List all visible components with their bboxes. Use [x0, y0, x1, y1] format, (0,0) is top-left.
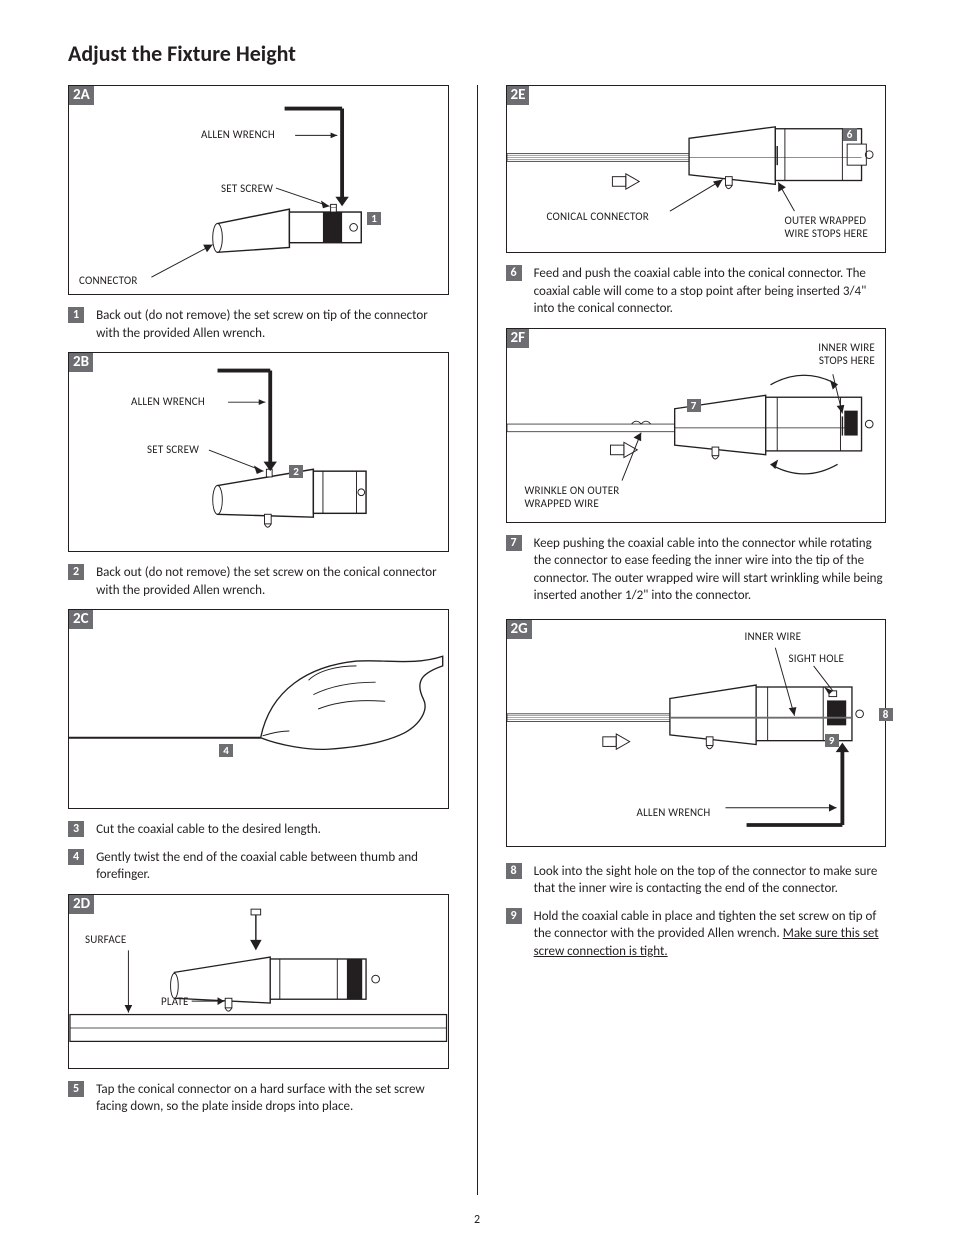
step-number: 7: [506, 535, 522, 551]
figure-tag: 2D: [69, 895, 94, 914]
step-number: 8: [506, 863, 522, 879]
label-allen-wrench: ALLEN WRENCH: [131, 395, 205, 408]
step-text: Look into the sight hole on the top of t…: [534, 863, 886, 898]
right-column: 2E: [506, 85, 887, 1195]
step-number: 4: [68, 849, 84, 865]
label-allen-wrench: ALLEN WRENCH: [201, 128, 275, 141]
step-text: Tap the conical connector on a hard surf…: [96, 1081, 448, 1116]
label-sight-hole: SIGHT HOLE: [789, 652, 845, 665]
figure-2a: 2A: [68, 85, 449, 295]
figure-2c: 2C 4: [68, 609, 449, 809]
figure-tag: 2B: [69, 353, 93, 372]
step-number: 5: [68, 1081, 84, 1097]
label-plate: PLATE: [161, 995, 189, 1008]
label-conical-connector: CONICAL CONNECTOR: [547, 210, 649, 223]
step-number: 2: [68, 564, 84, 580]
callout-num: 2: [289, 465, 303, 478]
step-6: 6 Feed and push the coaxial cable into t…: [506, 265, 887, 318]
figure-2d: 2D: [68, 894, 449, 1069]
step-1: 1 Back out (do not remove) the set screw…: [68, 307, 449, 342]
step-text: Gently twist the end of the coaxial cabl…: [96, 849, 448, 884]
two-column-layout: 2A: [68, 85, 886, 1195]
diagram-2d: [69, 895, 448, 1068]
step-number: 9: [506, 908, 522, 924]
figure-2e: 2E: [506, 85, 887, 253]
step-number: 3: [68, 821, 84, 837]
left-column: 2A: [68, 85, 449, 1195]
step-text: Feed and push the coaxial cable into the…: [534, 265, 886, 318]
callout-num-8: 8: [879, 708, 893, 721]
step-8: 8 Look into the sight hole on the top of…: [506, 863, 887, 898]
step-4: 4 Gently twist the end of the coaxial ca…: [68, 849, 449, 884]
page-title: Adjust the Fixture Height: [68, 40, 886, 67]
step-9: 9 Hold the coaxial cable in place and ti…: [506, 908, 887, 961]
step-number: 1: [68, 307, 84, 323]
callout-num: 6: [843, 128, 857, 141]
page-number: 2: [68, 1213, 886, 1227]
figure-tag: 2A: [69, 86, 94, 105]
label-outer-stops: OUTER WRAPPED WIRE STOPS HERE: [785, 214, 869, 240]
label-set-screw: SET SCREW: [221, 182, 273, 195]
callout-num: 1: [367, 212, 381, 225]
step-7: 7 Keep pushing the coaxial cable into th…: [506, 535, 887, 605]
column-divider: [477, 85, 478, 1195]
figure-2f: 2F: [506, 328, 887, 523]
step-text: Cut the coaxial cable to the desired len…: [96, 821, 448, 839]
figure-tag: 2F: [507, 329, 530, 348]
label-allen-wrench: ALLEN WRENCH: [637, 806, 711, 819]
label-connector: CONNECTOR: [79, 274, 138, 287]
step-text: Keep pushing the coaxial cable into the …: [534, 535, 886, 605]
label-inner-stops: INNER WIRE STOPS HERE: [818, 341, 875, 367]
diagram-2b: [69, 353, 448, 551]
label-surface: SURFACE: [85, 933, 126, 946]
callout-num-9: 9: [825, 734, 839, 747]
figure-tag: 2G: [507, 620, 532, 639]
callout-num: 4: [219, 744, 233, 757]
step-number: 6: [506, 265, 522, 281]
label-wrinkle: WRINKLE ON OUTER WRAPPED WIRE: [525, 484, 620, 510]
figure-2g: 2G: [506, 619, 887, 847]
step-2: 2 Back out (do not remove) the set screw…: [68, 564, 449, 599]
figure-tag: 2C: [69, 610, 93, 629]
figure-2b: 2B: [68, 352, 449, 552]
callout-num: 7: [687, 399, 701, 412]
step-3: 3 Cut the coaxial cable to the desired l…: [68, 821, 449, 839]
label-inner-wire: INNER WIRE: [745, 630, 802, 643]
step-text: Hold the coaxial cable in place and tigh…: [534, 908, 886, 961]
step-text: Back out (do not remove) the set screw o…: [96, 307, 448, 342]
figure-tag: 2E: [507, 86, 530, 105]
label-set-screw: SET SCREW: [147, 443, 199, 456]
step-text: Back out (do not remove) the set screw o…: [96, 564, 448, 599]
diagram-2c: [69, 610, 448, 808]
step-5: 5 Tap the conical connector on a hard su…: [68, 1081, 449, 1116]
